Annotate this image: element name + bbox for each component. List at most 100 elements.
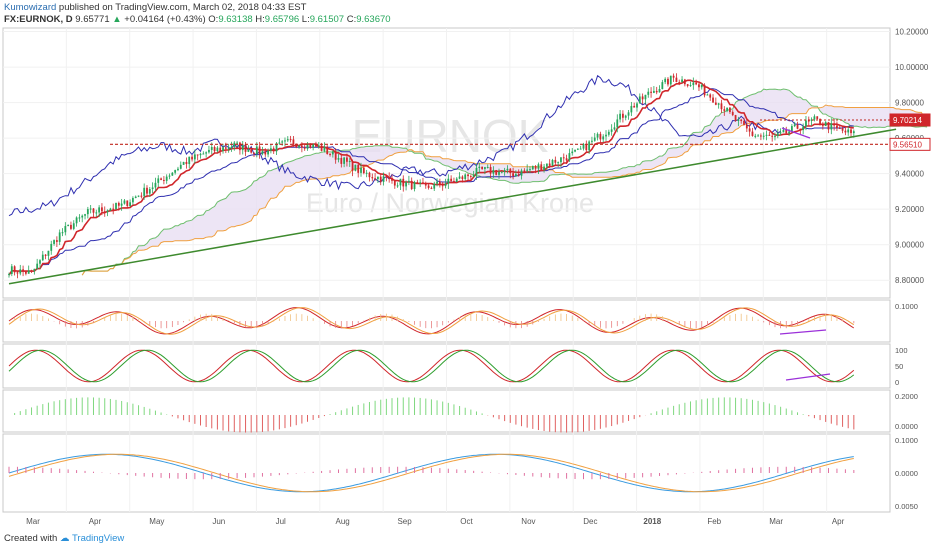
candle-body [714,102,717,105]
candle-body [101,207,103,212]
candle-body [70,224,72,229]
candle-body [647,91,650,95]
candle-body [545,163,548,167]
candle-body [67,224,70,227]
y-tick-label: 9.20000 [895,205,924,214]
candle-body [523,170,526,172]
x-tick-label: Apr [832,517,845,526]
candle-body [160,178,162,180]
candle-body [816,116,819,119]
candle-body [132,197,134,203]
candle-body [700,84,703,88]
candle-body [134,196,137,198]
x-tick-label: May [149,517,164,526]
sub-y-tick: 0.1000 [895,436,918,445]
candle-body [706,94,709,96]
sub-y-tick: 0.0000 [895,469,918,478]
candle-body [210,147,213,150]
candle-body [698,84,700,88]
stoch-k [8,349,855,383]
candle-body [196,154,199,156]
candle-body [47,250,50,256]
candle-body [329,154,331,156]
candle-body [50,243,53,251]
candle-body [551,159,554,166]
candle-body [765,134,768,136]
candle-body [461,176,464,180]
macd-line [8,453,854,493]
candle-body [669,75,672,85]
candle-body [712,97,714,103]
candle-body [703,84,706,96]
candle-body [737,119,740,121]
candle-body [44,254,47,256]
candle-body [672,75,675,78]
candle-body [185,161,188,165]
candle-body [531,166,534,170]
candle-body [582,144,585,149]
candle-body [264,151,267,155]
candle-body [162,179,165,181]
candle-body [315,143,317,147]
candle-body [447,178,450,184]
candle-body [506,168,509,171]
candle-body [472,174,475,178]
candle-body [275,143,278,152]
candle-body [622,113,624,118]
candle-body [58,232,61,242]
candle-body [241,144,244,151]
x-tick-label: Sep [397,517,412,526]
annotations [8,119,897,285]
candle-body [579,148,582,150]
candle-body [841,128,844,131]
candle-body [402,178,405,187]
candle-body [723,109,726,111]
candle-body [695,82,698,85]
candle-body [298,145,300,148]
candle-body [427,185,430,188]
change-value: +0.04164 (+0.43%) [124,14,206,25]
x-tick-label: Nov [521,517,535,526]
tradingview-brand[interactable]: TradingView [71,533,125,544]
candle-body [33,268,36,271]
candle-body [652,90,655,93]
candles [8,73,855,279]
open-label: O: [208,14,219,25]
candle-body [230,146,233,149]
candle-body [385,176,388,178]
candle-body [734,115,737,121]
candle-body [148,189,151,194]
candle-body [768,134,771,136]
candle-body [109,208,112,211]
candle-body [509,168,512,174]
candle-body [393,180,396,186]
candle-body [568,153,571,161]
candle-body [540,164,543,170]
author-link[interactable]: Kumowizard [4,2,57,13]
candle-body [177,168,179,171]
candle-body [137,195,140,197]
symbol-label: FX:EURNOK, D [4,14,73,25]
candle-body [24,271,27,274]
y-tick-label: 10.00000 [895,63,929,72]
candle-body [379,176,382,182]
candle-body [512,173,514,177]
candle-body [726,107,729,111]
candle-body [745,124,748,129]
candle-body [270,148,272,151]
candle-body [413,182,416,190]
candle-body [467,174,469,177]
candle-body [602,136,605,140]
candle-body [805,120,807,127]
open-value: 9.63138 [218,14,253,25]
candle-body [416,182,419,184]
candle-body [751,131,754,136]
candle-body [571,151,574,154]
candle-body [807,120,810,122]
candle-body [847,129,850,133]
candle-body [748,128,751,132]
candle-body [391,178,393,181]
candle-body [382,176,385,182]
x-tick-label: Feb [707,517,721,526]
